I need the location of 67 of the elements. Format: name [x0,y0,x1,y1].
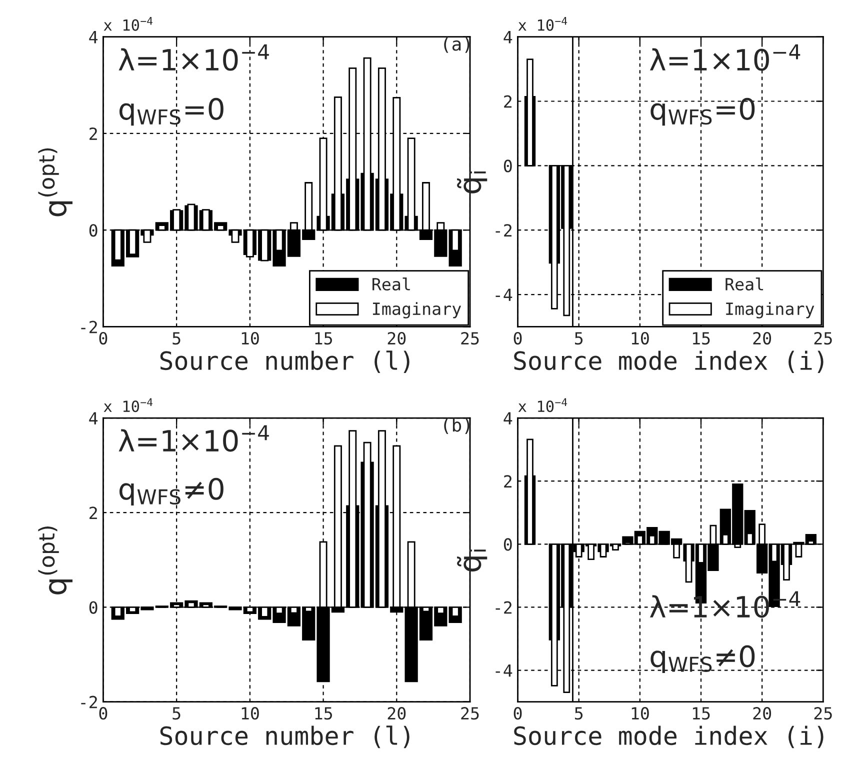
y-tick-label: 2 [90,506,97,519]
y-tick-label: 2 [90,127,97,140]
y-tick-label: 0 [89,601,98,614]
x-tick-label: 10 [632,707,649,720]
annotation: λ=1×10$^{−4}$ [118,44,269,71]
x-tick-label: 10 [242,707,259,720]
text: x 10$^{−4}$ [104,398,153,412]
x-tick-label: 5 [574,707,583,720]
legend-label: Real [372,278,410,291]
x-tick-label: 5 [172,707,180,720]
y-tick-label: 4 [89,412,98,424]
y-tick-label: -2 [81,696,97,708]
y-tick-label: 4 [504,412,512,424]
x-tick-label: 5 [172,332,180,345]
annotation: q$_{WFS}$≠0 [650,645,755,673]
y-axis-title: q$^{(opt)}$ [38,148,72,216]
y-tick-label: -2 [496,601,512,614]
y-axis-title: q$^{(opt)}$ [38,526,72,594]
y-tick-label: -4 [496,288,512,301]
y-axis-title: q̃$_{i}$ [457,550,488,572]
x-axis-title: Source number (l) [160,726,410,748]
annotation: q$_{WFS}$=0 [119,98,224,126]
annotation: q$_{WFS}$≠0 [119,478,224,506]
annotation: λ=1×10$^{−4}$ [118,425,269,452]
x-tick-label: 5 [574,332,583,345]
x-tick-label: 0 [514,707,522,720]
y-tick-label: 4 [89,31,98,44]
x-tick-label: 0 [99,332,108,345]
x-axis-title: Source number (l) [160,350,410,374]
legend-label: Imaginary [373,302,462,318]
x-tick-label: 25 [461,332,479,345]
y-tick-label: 4 [504,31,512,44]
x-axis-title: Source mode index (i) [514,726,824,748]
x-tick-label: 10 [242,332,259,345]
legend-label: Imaginary [726,302,814,318]
x-axis-title: Source mode index (i) [514,350,824,374]
y-tick-label: -2 [81,320,97,334]
x-tick-label: 15 [315,707,332,720]
x-tick-label: 15 [315,332,332,345]
x-tick-label: 15 [692,707,710,720]
x-tick-label: 25 [461,707,479,720]
text: x 10$^{−4}$ [518,16,568,31]
x-tick-label: 10 [632,332,649,345]
y-tick-label: 0 [504,160,512,172]
y-tick-label: -2 [496,224,512,236]
text: x 10$^{−4}$ [104,16,153,31]
y-tick-label: 2 [504,95,512,108]
y-tick-label: -4 [496,664,512,677]
x-tick-label: 20 [388,332,406,345]
annotation: (b) [444,418,470,434]
legend-label: Real [726,278,764,291]
x-tick-label: 20 [753,707,772,720]
annotation: (a) [444,36,470,53]
x-tick-label: 0 [99,707,108,720]
x-tick-label: 25 [814,707,832,720]
y-tick-label: 0 [504,538,512,551]
y-tick-label: 2 [504,475,512,488]
annotation: λ=1×10$^{−4}$ [650,44,800,71]
y-axis-title: q̃$_{i}$ [457,171,488,194]
x-tick-label: 20 [753,332,772,345]
y-tick-label: 0 [89,224,98,237]
x-tick-label: 0 [514,332,522,345]
x-tick-label: 25 [814,332,832,345]
annotation: q$_{WFS}$=0 [650,98,755,126]
x-tick-label: 20 [388,707,406,720]
x-tick-label: 15 [692,332,710,345]
text: x 10$^{−4}$ [518,398,568,412]
